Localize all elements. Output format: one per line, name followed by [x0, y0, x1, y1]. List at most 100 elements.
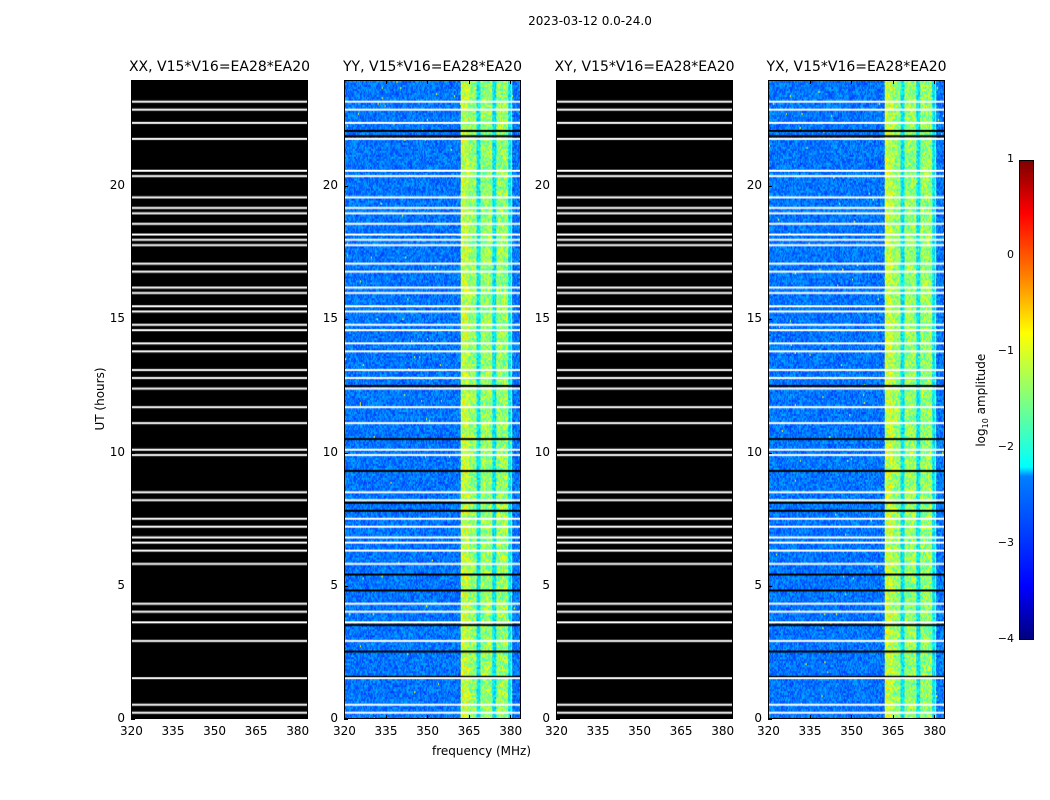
x-tick-mark	[385, 80, 387, 84]
y-tick-mark	[556, 452, 560, 454]
colorbar	[1019, 160, 1034, 640]
x-tick-label: 335	[798, 724, 822, 738]
x-tick-label: 350	[203, 724, 226, 738]
x-tick-mark	[809, 80, 811, 84]
y-axis-label: UT (hours)	[93, 367, 107, 431]
y-tick-mark	[131, 452, 135, 454]
x-tick-label: 320	[757, 724, 780, 738]
y-tick-label: 0	[117, 711, 125, 725]
x-tick-label: 350	[628, 724, 651, 738]
y-tick-label: 15	[746, 311, 762, 326]
x-tick-mark	[768, 715, 769, 719]
x-tick-label: 365	[881, 724, 905, 738]
y-tick-mark	[768, 319, 772, 321]
x-tick-label: 365	[244, 724, 268, 738]
y-tick-label: 20	[109, 178, 125, 192]
panel-title: YY, V15*V16=EA28*EA20	[343, 59, 522, 75]
y-tick-label: 10	[322, 444, 338, 459]
x-tick-mark	[639, 80, 641, 84]
x-tick-mark	[255, 80, 257, 84]
x-tick-mark	[597, 715, 599, 719]
y-tick-label: 5	[542, 577, 550, 592]
x-tick-label: 320	[545, 724, 568, 738]
panel-title: XX, V15*V16=EA28*EA20	[128, 59, 311, 75]
x-tick-mark	[172, 715, 174, 719]
y-tick-label: 0	[330, 711, 338, 725]
x-tick-mark	[131, 80, 132, 84]
x-tick-label: 335	[374, 724, 398, 738]
x-tick-mark	[851, 715, 853, 719]
y-tick-mark	[344, 452, 348, 454]
y-tick-label: 20	[322, 178, 338, 192]
x-tick-mark	[680, 80, 682, 84]
x-tick-mark	[172, 80, 174, 84]
waterfall-xy	[556, 80, 733, 719]
y-tick-label: 5	[117, 577, 125, 592]
panel-title: YX, V15*V16=EA28*EA20	[766, 59, 947, 75]
x-tick-label: 365	[457, 724, 481, 738]
x-tick-mark	[131, 715, 132, 719]
x-tick-mark	[934, 715, 936, 719]
x-tick-label: 365	[669, 724, 693, 738]
x-tick-label: 380	[286, 724, 310, 738]
y-tick-label: 15	[109, 311, 125, 326]
y-tick-label: 15	[534, 311, 550, 326]
y-tick-label: 5	[330, 577, 338, 592]
waterfall-xx	[131, 80, 308, 719]
x-tick-mark	[214, 715, 216, 719]
colorbar-label: log10 amplitude	[973, 353, 991, 447]
y-tick-label: 20	[746, 178, 762, 192]
y-tick-mark	[131, 719, 135, 720]
colorbar-tick-label: 0	[1007, 248, 1014, 261]
x-tick-mark	[556, 80, 557, 84]
x-tick-mark	[722, 715, 724, 719]
y-tick-mark	[556, 319, 560, 321]
colorbar-tick-label: −4	[997, 632, 1014, 645]
x-tick-mark	[556, 715, 557, 719]
x-tick-mark	[385, 715, 387, 719]
x-tick-mark	[809, 715, 811, 719]
x-tick-label: 335	[161, 724, 185, 738]
y-tick-mark	[768, 452, 772, 454]
y-tick-label: 10	[109, 444, 125, 459]
x-tick-label: 380	[711, 724, 735, 738]
x-tick-mark	[680, 715, 682, 719]
y-tick-mark	[131, 585, 135, 587]
y-tick-mark	[556, 585, 560, 587]
y-tick-label: 10	[746, 444, 762, 459]
x-axis-label: frequency (MHz)	[432, 744, 532, 758]
x-tick-mark	[344, 80, 345, 84]
y-tick-label: 20	[534, 178, 550, 192]
x-tick-mark	[468, 80, 470, 84]
y-tick-label: 15	[322, 311, 338, 326]
y-tick-mark	[344, 719, 348, 720]
colorbar-tick-label: −2	[997, 440, 1014, 453]
y-tick-mark	[344, 585, 348, 587]
x-tick-label: 350	[840, 724, 863, 738]
x-tick-mark	[892, 80, 894, 84]
x-tick-mark	[427, 80, 429, 84]
x-tick-mark	[934, 80, 936, 84]
x-tick-mark	[722, 80, 724, 84]
y-tick-label: 10	[534, 444, 550, 459]
y-tick-mark	[556, 719, 560, 720]
y-tick-label: 5	[754, 577, 762, 592]
y-tick-label: 0	[754, 711, 762, 725]
colorbar-tick-label: −1	[997, 344, 1014, 357]
x-tick-mark	[344, 715, 345, 719]
x-tick-mark	[255, 715, 257, 719]
x-tick-label: 320	[120, 724, 143, 738]
x-tick-label: 380	[499, 724, 523, 738]
y-tick-mark	[556, 186, 560, 187]
x-tick-mark	[768, 80, 769, 84]
x-tick-mark	[510, 80, 512, 84]
y-tick-mark	[344, 319, 348, 321]
x-tick-mark	[892, 715, 894, 719]
x-tick-label: 380	[923, 724, 947, 738]
x-tick-label: 320	[333, 724, 356, 738]
y-tick-mark	[768, 719, 772, 720]
x-tick-mark	[851, 80, 853, 84]
x-tick-mark	[297, 715, 299, 719]
x-tick-mark	[297, 80, 299, 84]
x-tick-mark	[639, 715, 641, 719]
